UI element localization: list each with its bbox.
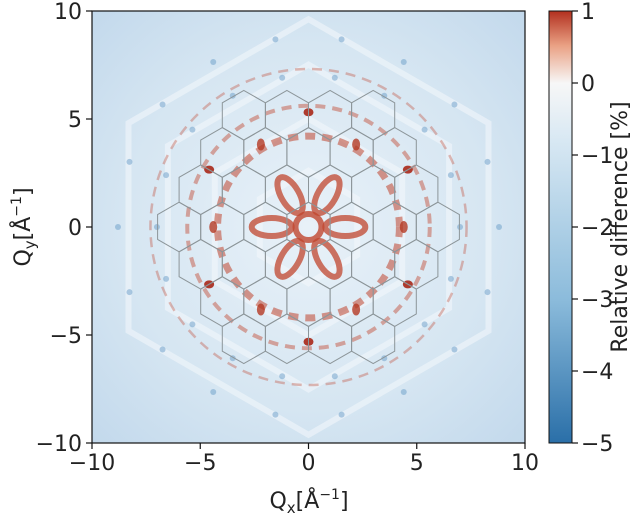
center-petal	[311, 174, 343, 217]
blue-spot	[484, 158, 491, 165]
hex-cell	[415, 201, 460, 253]
colorbar-tick-label: −3	[581, 288, 613, 313]
blue-spot	[163, 172, 170, 179]
blue-spot	[451, 346, 458, 353]
light-band	[164, 61, 453, 393]
blue-spot	[126, 158, 133, 165]
y-tick-label: −5	[50, 324, 82, 349]
colorbar-tick-label: −1	[581, 144, 613, 169]
blue-spot	[331, 373, 338, 380]
blue-spot	[210, 388, 217, 395]
blue-spot	[114, 224, 121, 230]
blue-spot	[484, 289, 491, 296]
hexagonal-grid	[157, 89, 460, 365]
blue-spot	[421, 321, 428, 328]
red-spot	[352, 138, 361, 151]
blue-spot	[279, 74, 286, 81]
blue-spot	[496, 224, 503, 230]
y-axis: −10 −5 0 5 10	[36, 0, 92, 457]
blue-spot	[421, 126, 428, 133]
blue-spot	[338, 411, 345, 418]
y-tick-label: 5	[68, 108, 82, 133]
blue-spot	[338, 36, 345, 43]
blue-spot	[272, 36, 279, 43]
colorbar-gradient	[548, 10, 573, 444]
y-tick-label: 10	[54, 0, 82, 25]
center-petal	[274, 174, 306, 217]
light-band	[125, 15, 492, 439]
colorbar-tick-label: −4	[581, 360, 613, 385]
x-tick-label: 0	[302, 451, 316, 476]
y-tick-label: 0	[68, 216, 82, 241]
x-axis: −10 −5 0 5 10	[69, 443, 539, 476]
center-petal	[322, 215, 369, 239]
blue-spot	[331, 74, 338, 81]
heatmap-plot-area	[91, 10, 526, 444]
x-tick-label: −5	[184, 451, 216, 476]
x-axis-label: Qx[Å−1]	[269, 487, 348, 517]
y-tick-label: −10	[36, 432, 82, 457]
blue-spot	[163, 275, 170, 282]
blue-spot	[451, 101, 458, 108]
red-spot	[352, 303, 361, 316]
blue-spot	[279, 373, 286, 380]
x-tick-label: 10	[511, 451, 539, 476]
center-ring	[292, 211, 325, 243]
red-ring	[149, 67, 468, 387]
blue-spot	[126, 289, 133, 296]
blue-spot	[400, 388, 407, 395]
red-spot	[256, 303, 265, 316]
blue-spot	[447, 172, 454, 179]
red-spot	[209, 221, 218, 233]
colorbar-ticks: 1 0 −1 −2 −3 −4 −5	[572, 0, 613, 457]
blue-spot	[189, 126, 196, 133]
blue-spot	[400, 59, 407, 66]
center-petal	[274, 237, 306, 280]
colorbar: 1 0 −1 −2 −3 −4 −5 Relative difference [%]	[548, 0, 633, 457]
blue-spot	[153, 224, 160, 230]
colorbar-label: Relative difference [%]	[608, 101, 633, 352]
colorbar-tick-label: −2	[581, 216, 613, 241]
blue-spot	[189, 321, 196, 328]
colorbar-tick-label: 1	[581, 0, 595, 25]
heatmap-background	[92, 11, 525, 443]
blue-spot	[447, 275, 454, 282]
colorbar-tick-label: −5	[581, 432, 613, 457]
center-petal	[311, 237, 343, 280]
red-ring	[214, 132, 403, 322]
red-spot	[399, 221, 408, 233]
colorbar-tick-label: 0	[581, 72, 595, 97]
light-band	[256, 167, 361, 287]
center-petal	[248, 215, 295, 239]
blue-spot	[159, 346, 166, 353]
x-tick-label: −10	[69, 451, 115, 476]
blue-spot	[457, 224, 464, 230]
x-tick-label: 5	[410, 451, 424, 476]
red-spot	[256, 138, 265, 151]
blue-spot	[159, 101, 166, 108]
blue-spot	[210, 59, 217, 66]
y-axis-label: Qy[Å−1]	[9, 187, 39, 266]
blue-spot	[272, 411, 279, 418]
